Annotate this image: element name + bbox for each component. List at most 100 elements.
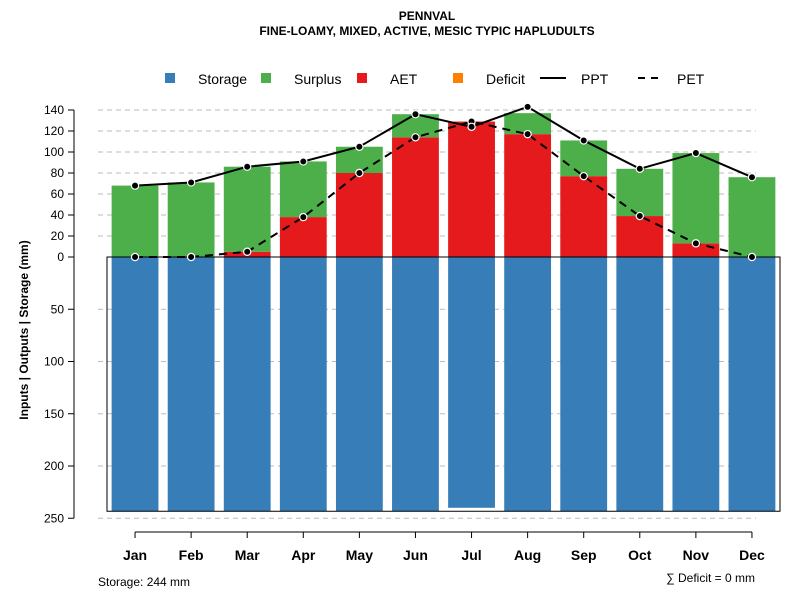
pet-point (411, 133, 420, 142)
pet-point (747, 252, 757, 262)
surplus-bar (223, 166, 271, 252)
surplus-bar (560, 140, 608, 177)
y-tick-label: 50 (51, 302, 65, 316)
ppt-point (299, 157, 308, 166)
storage-bar (616, 257, 664, 512)
legend-aet-swatch (357, 73, 367, 83)
storage-bar (335, 257, 383, 512)
legend-storage-label: Storage (198, 71, 247, 87)
bars (111, 113, 776, 512)
y-tick-label: 80 (51, 166, 65, 180)
pet-point (186, 252, 196, 262)
line-points (130, 102, 757, 262)
storage-bar (223, 257, 271, 512)
storage-bar (111, 257, 159, 512)
ppt-point (411, 109, 420, 119)
storage-bar (392, 257, 439, 512)
ppt-point (635, 164, 644, 173)
ppt-point (467, 122, 476, 132)
pet-point (691, 239, 701, 248)
y-tick-label: 140 (44, 103, 64, 117)
y-tick-label: 100 (44, 355, 64, 369)
storage-bar (560, 257, 608, 512)
aet-bar (616, 216, 664, 257)
month-label-aug: Aug (514, 547, 541, 563)
pet-point (130, 252, 140, 262)
month-label-may: May (346, 547, 373, 563)
legend-surplus-label: Surplus (294, 71, 341, 87)
month-label-jul: Jul (461, 547, 481, 563)
month-label-nov: Nov (683, 547, 710, 563)
line-series (134, 105, 753, 258)
month-label-jan: Jan (123, 547, 147, 563)
surplus-bar (167, 182, 215, 257)
ppt-point (747, 172, 757, 182)
pet-point (635, 211, 644, 221)
legend-deficit-label: Deficit (486, 71, 525, 87)
legend-pet-label: PET (677, 71, 705, 87)
ppt-point (186, 178, 196, 187)
ppt-point (355, 142, 364, 151)
ppt-point (691, 148, 701, 158)
aet-bar (392, 137, 439, 257)
ppt-point (243, 162, 252, 171)
storage-bar (504, 257, 552, 512)
month-label-sep: Sep (571, 547, 597, 563)
legend-aet-label: AET (390, 71, 418, 87)
legend-ppt-label: PPT (581, 71, 609, 87)
deficit-footnote: ∑ Deficit = 0 mm (666, 571, 755, 585)
storage-bar (672, 257, 720, 512)
aet-bar (504, 134, 552, 257)
legend: Storage Surplus AET Deficit PPT PET (165, 71, 705, 87)
month-label-dec: Dec (739, 547, 765, 563)
month-label-mar: Mar (235, 547, 260, 563)
pet-line (135, 120, 753, 258)
surplus-bar (728, 177, 776, 257)
aet-bar (448, 121, 495, 257)
y-tick-label: 40 (51, 208, 65, 222)
surplus-bar (504, 113, 552, 135)
storage-bar (448, 257, 495, 508)
storage-bar (728, 257, 776, 512)
pet-point (243, 247, 252, 256)
storage-bar (279, 257, 327, 512)
pet-point (355, 168, 364, 178)
chart-subtitle: FINE-LOAMY, MIXED, ACTIVE, MESIC TYPIC H… (259, 24, 594, 38)
ppt-line (134, 105, 753, 187)
aet-bar (335, 173, 383, 257)
x-axis: Jan Feb Mar Apr May Jun Jul Aug Sep Oct Nov Dec (123, 531, 765, 563)
y-axis-label: Inputs | Outputs | Storage (mm) (17, 240, 31, 419)
y-tick-label: 0 (57, 250, 64, 264)
ppt-point (579, 136, 588, 145)
month-label-feb: Feb (179, 547, 204, 563)
ppt-point (523, 102, 532, 112)
month-label-oct: Oct (628, 547, 652, 563)
pet-point (579, 171, 588, 181)
y-tick-label: 20 (51, 229, 65, 243)
aet-bar (279, 217, 327, 257)
chart-title: PENNVAL (399, 9, 455, 23)
storage-bar (167, 257, 215, 512)
month-label-jun: Jun (403, 547, 428, 563)
legend-storage-swatch (165, 73, 175, 83)
ppt-point (130, 181, 140, 190)
y-tick-label: 120 (44, 124, 64, 138)
y-tick-label: 150 (44, 407, 64, 421)
surplus-bar (672, 153, 720, 244)
surplus-bar (279, 161, 327, 218)
legend-deficit-swatch (453, 73, 463, 83)
surplus-bar (111, 185, 159, 257)
storage-footnote: Storage: 244 mm (98, 575, 190, 589)
pet-point (299, 212, 308, 222)
y-tick-label: 250 (44, 511, 64, 525)
month-label-apr: Apr (291, 547, 316, 563)
y-tick-label: 60 (51, 187, 65, 201)
legend-surplus-swatch (261, 73, 271, 83)
pet-point (523, 129, 532, 139)
y-tick-label: 200 (44, 459, 64, 473)
y-tick-label: 100 (44, 145, 64, 159)
aet-bar (560, 176, 608, 257)
surplus-bar (616, 168, 664, 217)
